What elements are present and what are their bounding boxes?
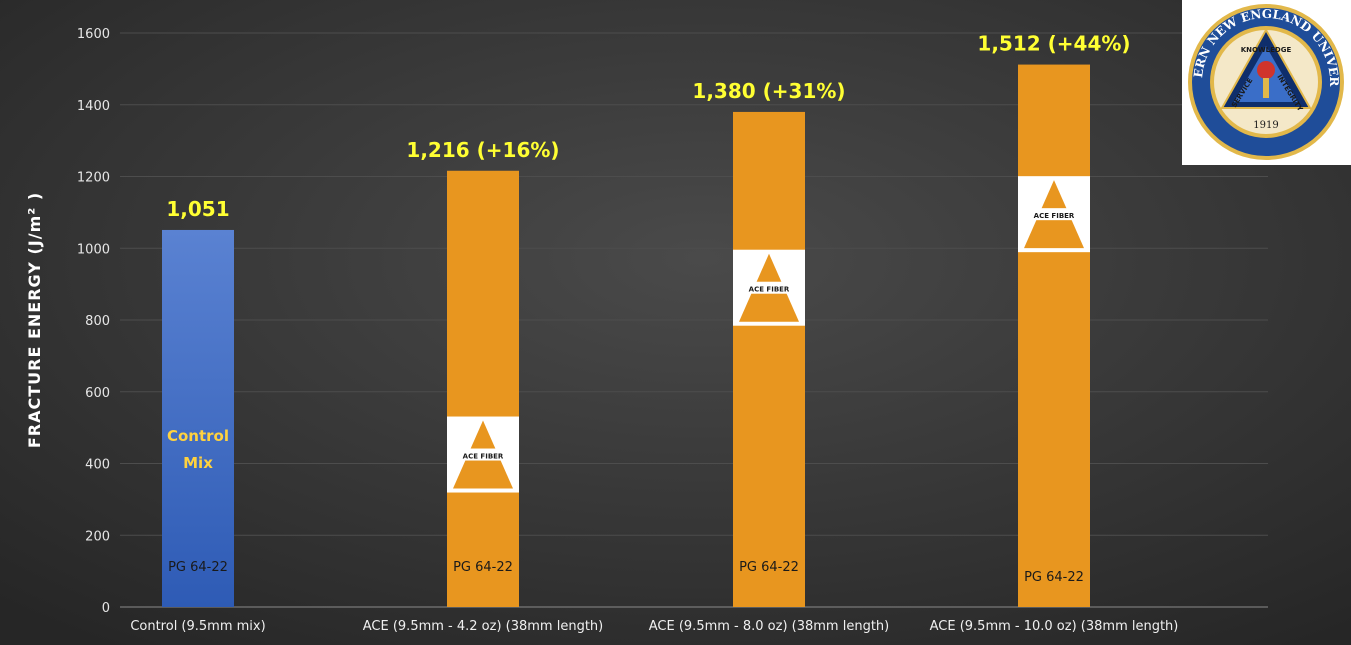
bar-inner-label: PG 64-22 xyxy=(1024,570,1084,585)
x-category-label: ACE (9.5mm - 8.0 oz) (38mm length) xyxy=(649,619,890,634)
torch-flame-icon xyxy=(1257,61,1275,79)
ace-fiber-badges: ACE FIBER ACE FIBER ACE FIBER xyxy=(447,176,1090,493)
control-mix-label: Control xyxy=(167,427,229,445)
data-labels: 1,051 PG 64-22 1,216 (+16%) PG 64-22 1,380 (… xyxy=(166,32,1130,585)
y-tick-label: 0 xyxy=(102,601,110,616)
bar-inner-label: PG 64-22 xyxy=(739,560,799,575)
ace-fiber-badge: ACE FIBER xyxy=(1018,176,1090,253)
bar xyxy=(1018,64,1090,607)
seal-motto-top: KNOWLEDGE xyxy=(1241,46,1292,54)
torch-handle-icon xyxy=(1263,78,1269,98)
bar-inner-label: PG 64-22 xyxy=(453,560,513,575)
badge-text: ACE FIBER xyxy=(463,453,504,461)
badge-text: ACE FIBER xyxy=(1034,212,1075,220)
bar-inner-label: PG 64-22 xyxy=(168,560,228,575)
badge-text-band xyxy=(449,448,517,461)
ace-fiber-badge: ACE FIBER xyxy=(733,249,805,326)
badge-text: ACE FIBER xyxy=(749,286,790,294)
x-category-label: ACE (9.5mm - 10.0 oz) (38mm length) xyxy=(930,619,1179,634)
y-tick-label: 1600 xyxy=(77,27,110,42)
university-seal: WESTERN NEW ENGLAND UNIVERSITY KNOWLEDGE… xyxy=(1174,0,1351,165)
y-tick-label: 600 xyxy=(85,386,110,401)
badge-text-band xyxy=(1020,208,1088,221)
data-label: 1,051 xyxy=(166,197,229,221)
bars xyxy=(162,64,1090,608)
badge-text-band xyxy=(735,281,803,294)
seal-year: 1919 xyxy=(1253,120,1278,131)
y-axis-title: FRACTURE ENERGY (J/m² ) xyxy=(25,192,44,448)
y-tick-label: 400 xyxy=(85,458,110,473)
y-tick-label: 1200 xyxy=(77,171,110,186)
y-tick-label: 200 xyxy=(85,529,110,544)
bar xyxy=(162,229,234,608)
control-mix-label: Mix xyxy=(183,454,213,472)
x-category-label: ACE (9.5mm - 4.2 oz) (38mm length) xyxy=(363,619,604,634)
y-tick-label: 1400 xyxy=(77,99,110,114)
x-category-labels: Control (9.5mm mix) ACE (9.5mm - 4.2 oz) … xyxy=(130,619,1178,634)
data-label: 1,216 (+16%) xyxy=(406,138,559,162)
seal-logo: WESTERN NEW ENGLAND UNIVERSITY KNOWLEDGE… xyxy=(1174,0,1344,160)
y-tick-labels: 0 200 400 600 800 1000 1200 1400 1600 xyxy=(77,27,110,616)
y-tick-label: 800 xyxy=(85,314,110,329)
x-category-label: Control (9.5mm mix) xyxy=(130,619,265,634)
data-label: 1,380 (+31%) xyxy=(692,79,845,103)
ace-fiber-badge: ACE FIBER xyxy=(447,416,519,493)
bar xyxy=(447,170,519,607)
y-tick-label: 1000 xyxy=(77,242,110,257)
data-label: 1,512 (+44%) xyxy=(977,32,1130,56)
bar xyxy=(733,111,805,608)
